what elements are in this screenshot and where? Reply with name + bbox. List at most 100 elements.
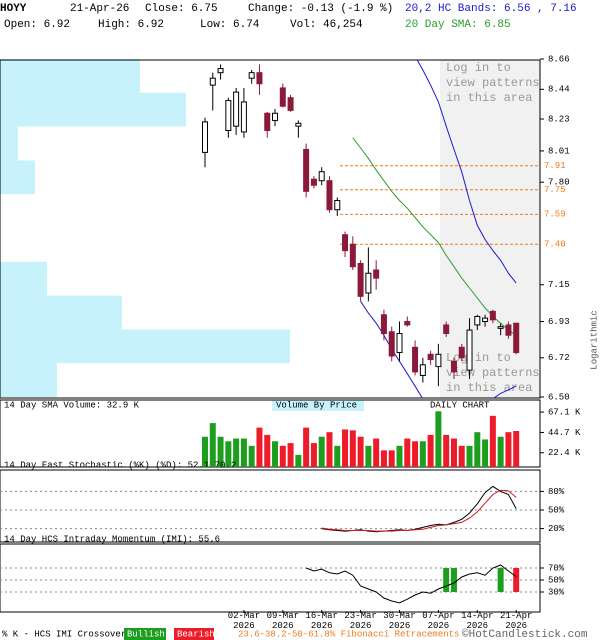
volume-by-price-bar [0, 59, 140, 93]
volume-bar [225, 441, 232, 467]
y-tick-label: 22.4 K [548, 448, 581, 458]
volume-bar [326, 432, 333, 467]
crossover-legend: % K - HCS IMI Crossover: [2, 629, 132, 639]
volume-bar [396, 445, 403, 467]
volume-bar [427, 434, 434, 467]
x-tick-label: 14-Apr 2026 [461, 611, 493, 631]
volume-by-price-bar [0, 160, 35, 195]
candle-body [240, 101, 247, 133]
y-tick-label: 8.23 [548, 114, 570, 124]
candle-body [349, 243, 356, 268]
candle-body [279, 87, 286, 107]
candle-body [233, 91, 240, 127]
volume-bar [466, 445, 473, 467]
candle-body [326, 180, 333, 211]
volume-bar [443, 434, 450, 467]
candle-body [419, 364, 426, 376]
candle-body [248, 72, 255, 79]
line [321, 485, 517, 533]
candle-body [396, 332, 403, 354]
crossover-signal [443, 568, 450, 592]
pattern-notice: view patterns [446, 76, 540, 90]
volume-bar [474, 432, 481, 467]
volume-bar [233, 438, 240, 467]
line [416, 60, 517, 284]
line [360, 301, 517, 398]
volume-by-price-bar [0, 363, 57, 397]
y-tick-label: 7.15 [548, 280, 570, 290]
candle-body [466, 329, 473, 371]
fib-label: 7.59 [544, 210, 566, 220]
volume-bar [303, 427, 310, 467]
y-tick-label: 50% [548, 505, 565, 515]
y-tick-label: 44.7 K [548, 428, 581, 438]
candle-body [388, 331, 395, 357]
y-tick-label: 80% [548, 487, 565, 497]
axis-label: Logarithmic [589, 310, 599, 369]
candle-body [272, 112, 279, 121]
change: Change: -0.13 (-1.9 %) [248, 3, 393, 15]
volume-bar [373, 438, 380, 467]
y-tick-label: 7.80 [548, 178, 570, 188]
volume-by-price-bar [0, 295, 122, 330]
crossover-signal [497, 568, 504, 592]
bullish-label: Bullish [127, 629, 165, 639]
candle-body [217, 68, 224, 74]
date: 21-Apr-26 [70, 3, 129, 15]
candle-body [318, 171, 325, 182]
candle-body [357, 262, 364, 297]
candle-body [450, 360, 457, 373]
y-tick-label: 6.72 [548, 353, 570, 363]
volume-bar [388, 450, 395, 467]
sma: 20 Day SMA: 6.85 [405, 19, 511, 31]
volume-bar [404, 438, 411, 467]
x-tick-label: 23-Mar 2026 [344, 611, 376, 631]
volume-bar [419, 441, 426, 467]
fib-label: 7.75 [544, 185, 566, 195]
volume-bar [365, 445, 372, 467]
candle-body [427, 353, 434, 361]
candle-body [489, 310, 496, 321]
x-tick-label: 16-Mar 2026 [305, 611, 337, 631]
frame [0, 59, 541, 399]
volume-by-price-bar [0, 329, 290, 364]
candle-body [380, 314, 387, 334]
crossover-signal [450, 568, 457, 592]
y-tick-label: 50% [548, 575, 565, 585]
panel-subtitle: DAILY CHART [430, 400, 490, 410]
volume-bar [209, 423, 216, 467]
bearish-swatch [174, 628, 214, 640]
volume-bar [458, 445, 465, 467]
volume-bar [489, 415, 496, 467]
candle-body [225, 100, 232, 132]
low: Low: 6.74 [200, 19, 260, 31]
candle-body [365, 272, 372, 294]
bullish-swatch [124, 628, 166, 640]
volume-bar [513, 431, 520, 467]
volume-bar [279, 445, 286, 467]
fib-label: 7.40 [544, 240, 566, 250]
volume-bar [287, 443, 294, 467]
y-tick-label: 8.01 [548, 146, 570, 156]
volume-bar [272, 441, 279, 467]
volume-bar [217, 436, 224, 467]
candle-body [310, 178, 317, 186]
panel-title: 14 Day Fast Stochastic (%K) (%D): 52.1 7… [4, 460, 236, 470]
x-tick-label: 02-Mar 2026 [228, 611, 260, 631]
volume-bar [435, 411, 442, 467]
volume-bar [318, 436, 325, 467]
candle-body [412, 346, 419, 373]
candle-body [435, 353, 442, 368]
candle-body [209, 77, 216, 86]
candle-body [334, 199, 341, 211]
close: Close: 6.75 [145, 3, 218, 15]
candle-body [303, 148, 310, 192]
volume-bar [450, 438, 457, 467]
candle-body [287, 97, 294, 111]
y-tick-label: 30% [548, 587, 565, 597]
volume-by-price-bar [0, 92, 186, 127]
volume-bar [334, 445, 341, 467]
volume-bar [248, 445, 255, 467]
x-tick-label: 09-Mar 2026 [267, 611, 299, 631]
